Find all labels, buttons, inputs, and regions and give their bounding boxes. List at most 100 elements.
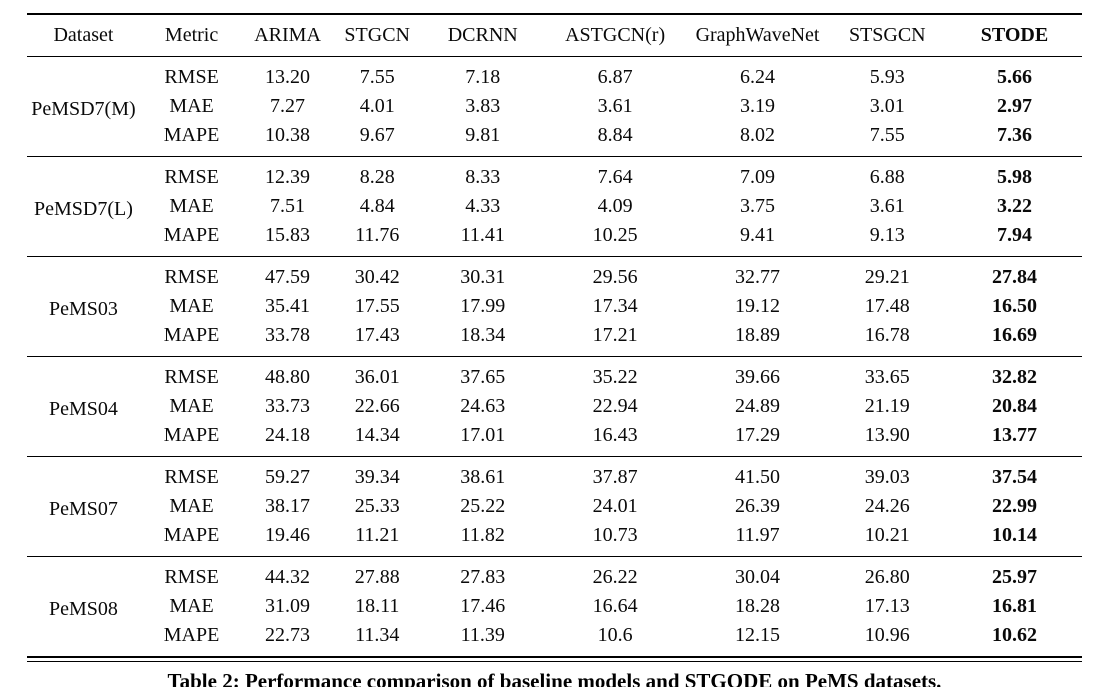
model-value: 21.19 bbox=[864, 395, 910, 417]
model-value: 9.41 bbox=[740, 224, 776, 246]
dataset-group: PeMS08 RMSE 44.32 27.88 27.83 26.22 30.04 26.80… bbox=[27, 557, 1082, 658]
model-value: 38.61 bbox=[460, 466, 506, 488]
metric-label: MAPE bbox=[163, 324, 220, 346]
model-value: 17.13 bbox=[864, 595, 910, 617]
model-value: 32.77 bbox=[735, 266, 781, 288]
model-value: 8.02 bbox=[740, 124, 776, 146]
model-value: 10.25 bbox=[592, 224, 638, 246]
stode-value: 3.22 bbox=[996, 195, 1032, 217]
metric-label: MAE bbox=[169, 295, 214, 317]
model-value: 17.55 bbox=[354, 295, 400, 317]
model-value: 9.81 bbox=[465, 124, 501, 146]
dataset-label: PeMS04 bbox=[48, 398, 118, 420]
table-row: PeMS07 RMSE 59.27 39.34 38.61 37.87 41.50 39.03… bbox=[27, 457, 1082, 520]
model-value: 10.38 bbox=[265, 124, 311, 146]
dataset-label: PeMSD7(L) bbox=[33, 198, 133, 220]
model-value: 19.12 bbox=[735, 295, 781, 317]
model-value: 10.96 bbox=[864, 624, 910, 646]
model-value: 6.88 bbox=[869, 166, 905, 188]
metric-label: MAE bbox=[169, 395, 214, 417]
model-value: 11.41 bbox=[460, 224, 505, 246]
table-caption: Table 2: Performance comparison of basel… bbox=[167, 668, 942, 687]
metric-label: RMSE bbox=[164, 366, 219, 388]
model-value: 11.97 bbox=[735, 524, 780, 546]
model-value: 3.61 bbox=[869, 195, 905, 217]
model-value: 8.84 bbox=[597, 124, 633, 146]
col-header-stgcn: STGCN bbox=[344, 24, 410, 46]
model-value: 6.87 bbox=[597, 66, 633, 88]
model-value: 22.94 bbox=[592, 395, 638, 417]
table-row: MAE 33.73 22.66 24.63 22.94 24.89 21.19 20.84 bbox=[27, 392, 1082, 421]
model-value: 18.28 bbox=[735, 595, 781, 617]
model-value: 18.34 bbox=[460, 324, 506, 346]
table-row: MAE 38.17 25.33 25.22 24.01 26.39 24.26 22.99 bbox=[27, 492, 1082, 521]
table-header: Dataset Metric ARIMA STGCN DCRNN ASTGCN(… bbox=[27, 14, 1082, 57]
model-value: 3.83 bbox=[465, 95, 501, 117]
model-value: 8.28 bbox=[359, 166, 395, 188]
model-value: 3.01 bbox=[869, 95, 905, 117]
model-value: 11.76 bbox=[355, 224, 400, 246]
table-row: MAPE 22.73 11.34 11.39 10.6 12.15 10.96 10.62 bbox=[27, 621, 1082, 657]
model-value: 17.46 bbox=[460, 595, 506, 617]
model-value: 33.78 bbox=[265, 324, 311, 346]
model-value: 36.01 bbox=[354, 366, 400, 388]
table-row: MAE 35.41 17.55 17.99 17.34 19.12 17.48 16.50 bbox=[27, 292, 1082, 321]
metric-label: MAPE bbox=[163, 624, 220, 646]
model-value: 7.55 bbox=[869, 124, 905, 146]
dataset-label: PeMS03 bbox=[48, 298, 118, 320]
model-value: 16.78 bbox=[864, 324, 910, 346]
model-value: 16.43 bbox=[592, 424, 638, 446]
model-value: 48.80 bbox=[265, 366, 311, 388]
table-row: PeMS08 RMSE 44.32 27.88 27.83 26.22 30.04 26.80… bbox=[27, 557, 1082, 620]
table-row: MAE 7.27 4.01 3.83 3.61 3.19 3.01 2.97 bbox=[27, 92, 1082, 121]
model-value: 12.15 bbox=[735, 624, 781, 646]
model-value: 39.66 bbox=[735, 366, 781, 388]
model-value: 17.99 bbox=[460, 295, 506, 317]
model-value: 35.22 bbox=[592, 366, 638, 388]
stode-value: 22.99 bbox=[991, 495, 1037, 517]
model-value: 11.39 bbox=[460, 624, 505, 646]
model-value: 25.22 bbox=[460, 495, 506, 517]
model-value: 33.73 bbox=[265, 395, 311, 417]
model-value: 24.89 bbox=[735, 395, 781, 417]
metric-label: RMSE bbox=[164, 266, 219, 288]
model-value: 14.34 bbox=[354, 424, 400, 446]
model-value: 44.32 bbox=[265, 566, 311, 588]
model-value: 33.65 bbox=[864, 366, 910, 388]
model-value: 22.66 bbox=[354, 395, 400, 417]
stode-value: 5.66 bbox=[996, 66, 1032, 88]
model-value: 37.87 bbox=[592, 466, 638, 488]
model-value: 18.11 bbox=[355, 595, 400, 617]
model-value: 10.21 bbox=[864, 524, 910, 546]
table-row: MAE 7.51 4.84 4.33 4.09 3.75 3.61 3.22 bbox=[27, 192, 1082, 221]
model-value: 24.01 bbox=[592, 495, 638, 517]
stode-value: 10.14 bbox=[991, 524, 1037, 546]
dataset-group: PeMSD7(M) RMSE 13.20 7.55 7.18 6.87 6.24 5.93 5.… bbox=[27, 57, 1082, 157]
table-row: PeMS03 RMSE 47.59 30.42 30.31 29.56 32.77 29.21… bbox=[27, 257, 1082, 320]
model-value: 3.75 bbox=[740, 195, 776, 217]
model-value: 24.63 bbox=[460, 395, 506, 417]
stode-value: 16.81 bbox=[991, 595, 1037, 617]
col-header-arima: ARIMA bbox=[254, 24, 321, 46]
results-table: Dataset Metric ARIMA STGCN DCRNN ASTGCN(… bbox=[27, 13, 1082, 658]
metric-label: MAE bbox=[169, 195, 214, 217]
model-value: 9.13 bbox=[869, 224, 905, 246]
model-value: 29.56 bbox=[592, 266, 638, 288]
model-value: 4.01 bbox=[359, 95, 395, 117]
model-value: 3.61 bbox=[597, 95, 633, 117]
model-value: 47.59 bbox=[265, 266, 311, 288]
stode-value: 10.62 bbox=[991, 624, 1037, 646]
model-value: 31.09 bbox=[265, 595, 311, 617]
model-value: 17.43 bbox=[354, 324, 400, 346]
col-header-graphwavenet: GraphWaveNet bbox=[695, 24, 820, 46]
model-value: 38.17 bbox=[265, 495, 311, 517]
model-value: 22.73 bbox=[265, 624, 311, 646]
model-value: 19.46 bbox=[265, 524, 311, 546]
model-value: 24.18 bbox=[265, 424, 311, 446]
table-row: PeMSD7(M) RMSE 13.20 7.55 7.18 6.87 6.24 5.93 5.… bbox=[27, 57, 1082, 120]
model-value: 59.27 bbox=[265, 466, 311, 488]
model-value: 17.48 bbox=[864, 295, 910, 317]
model-value: 3.19 bbox=[740, 95, 776, 117]
model-value: 9.67 bbox=[359, 124, 395, 146]
col-header-stode: STODE bbox=[980, 24, 1049, 46]
